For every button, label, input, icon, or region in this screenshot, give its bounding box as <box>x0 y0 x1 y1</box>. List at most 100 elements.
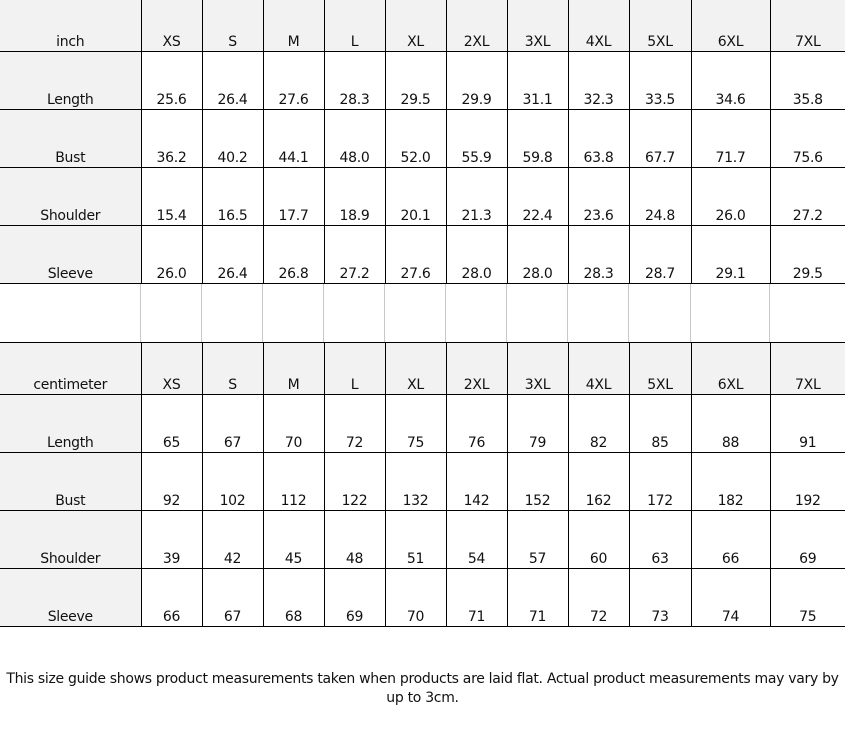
measurement-value: 48.0 <box>323 109 386 168</box>
size-header-6xl: 6XL <box>690 0 771 52</box>
measurement-label: Length <box>0 394 142 453</box>
measurement-value: 28.7 <box>628 225 692 284</box>
size-header-xl: XL <box>384 342 447 395</box>
measurement-value: 20.1 <box>384 167 447 226</box>
measurement-label: Length <box>0 51 142 110</box>
table-row: Sleeve 26.0 26.4 26.8 27.2 27.6 28.0 28.0 28.3 28… <box>0 225 845 284</box>
measurement-value: 66 <box>690 510 771 569</box>
size-header-xs: XS <box>140 342 203 395</box>
measurement-value: 48 <box>323 510 386 569</box>
empty-cell <box>446 284 508 342</box>
size-header-m: M <box>262 0 325 52</box>
empty-cell <box>691 284 771 342</box>
measurement-label: Shoulder <box>0 167 142 226</box>
measurement-value: 42 <box>201 510 264 569</box>
measurement-value: 31.1 <box>506 51 569 110</box>
measurement-value: 44.1 <box>262 109 325 168</box>
measurement-value: 29.1 <box>690 225 771 284</box>
measurement-value: 72 <box>567 568 630 627</box>
measurement-value: 75 <box>384 394 447 453</box>
size-header-4xl: 4XL <box>567 342 630 395</box>
empty-cell <box>324 284 386 342</box>
measurement-value: 16.5 <box>201 167 264 226</box>
measurement-value: 67 <box>201 394 264 453</box>
size-header-5xl: 5XL <box>628 0 692 52</box>
measurement-value: 91 <box>769 394 845 453</box>
measurement-value: 32.3 <box>567 51 630 110</box>
measurement-value: 70 <box>384 568 447 627</box>
measurement-value: 71.7 <box>690 109 771 168</box>
measurement-value: 69 <box>769 510 845 569</box>
measurement-value: 63.8 <box>567 109 630 168</box>
measurement-value: 59.8 <box>506 109 569 168</box>
inch-size-table: inch XS S M L XL 2XL 3XL 4XL 5XL 6XL 7XL Length 25.6 2… <box>0 0 845 284</box>
size-header-3xl: 3XL <box>506 0 569 52</box>
measurement-value: 26.4 <box>201 225 264 284</box>
empty-cell <box>568 284 630 342</box>
measurement-value: 29.9 <box>445 51 508 110</box>
measurement-value: 102 <box>201 452 264 511</box>
measurement-value: 72 <box>323 394 386 453</box>
measurement-value: 39 <box>140 510 203 569</box>
measurement-value: 54 <box>445 510 508 569</box>
size-guide-note: This size guide shows product measuremen… <box>6 671 839 706</box>
size-header-2xl: 2XL <box>445 0 508 52</box>
measurement-value: 23.6 <box>567 167 630 226</box>
unit-label: centimeter <box>0 342 142 395</box>
measurement-value: 67 <box>201 568 264 627</box>
measurement-value: 15.4 <box>140 167 203 226</box>
measurement-value: 25.6 <box>140 51 203 110</box>
measurement-value: 27.6 <box>384 225 447 284</box>
empty-cell <box>507 284 569 342</box>
measurement-value: 70 <box>262 394 325 453</box>
measurement-value: 122 <box>323 452 386 511</box>
measurement-value: 40.2 <box>201 109 264 168</box>
size-header-5xl: 5XL <box>628 342 692 395</box>
measurement-value: 57 <box>506 510 569 569</box>
measurement-value: 79 <box>506 394 569 453</box>
measurement-value: 28.3 <box>567 225 630 284</box>
measurement-value: 152 <box>506 452 569 511</box>
size-header-7xl: 7XL <box>769 0 845 52</box>
measurement-value: 82 <box>567 394 630 453</box>
empty-cell <box>141 284 203 342</box>
table-row: Shoulder 39 42 45 48 51 54 57 60 63 66 69 <box>0 510 845 569</box>
table-row: Length 65 67 70 72 75 76 79 82 85 88 91 <box>0 394 845 453</box>
header-row: inch XS S M L XL 2XL 3XL 4XL 5XL 6XL 7XL <box>0 0 845 52</box>
centimeter-size-table: centimeter XS S M L XL 2XL 3XL 4XL 5XL 6XL 7XL Lengt… <box>0 342 845 627</box>
measurement-value: 17.7 <box>262 167 325 226</box>
empty-cell <box>0 284 142 342</box>
table-row: Length 25.6 26.4 27.6 28.3 29.5 29.9 31.1 32.3 33… <box>0 51 845 110</box>
measurement-value: 34.6 <box>690 51 771 110</box>
measurement-label: Sleeve <box>0 225 142 284</box>
measurement-value: 52.0 <box>384 109 447 168</box>
measurement-value: 69 <box>323 568 386 627</box>
size-header-7xl: 7XL <box>769 342 845 395</box>
measurement-value: 33.5 <box>628 51 692 110</box>
measurement-value: 68 <box>262 568 325 627</box>
measurement-value: 65 <box>140 394 203 453</box>
measurement-label: Shoulder <box>0 510 142 569</box>
measurement-value: 76 <box>445 394 508 453</box>
measurement-value: 28.0 <box>506 225 569 284</box>
size-header-m: M <box>262 342 325 395</box>
size-header-s: S <box>201 342 264 395</box>
measurement-value: 28.3 <box>323 51 386 110</box>
measurement-value: 28.0 <box>445 225 508 284</box>
measurement-value: 66 <box>140 568 203 627</box>
measurement-label: Sleeve <box>0 568 142 627</box>
table-row: Shoulder 15.4 16.5 17.7 18.9 20.1 21.3 22.4 23.6… <box>0 167 845 226</box>
size-header-6xl: 6XL <box>690 342 771 395</box>
measurement-value: 35.8 <box>769 51 845 110</box>
empty-cell <box>770 284 845 342</box>
header-row: centimeter XS S M L XL 2XL 3XL 4XL 5XL 6XL 7XL <box>0 342 845 395</box>
measurement-value: 26.0 <box>690 167 771 226</box>
empty-cell <box>385 284 447 342</box>
measurement-value: 27.6 <box>262 51 325 110</box>
measurement-value: 92 <box>140 452 203 511</box>
measurement-value: 63 <box>628 510 692 569</box>
size-header-2xl: 2XL <box>445 342 508 395</box>
measurement-value: 192 <box>769 452 845 511</box>
measurement-value: 36.2 <box>140 109 203 168</box>
measurement-value: 24.8 <box>628 167 692 226</box>
